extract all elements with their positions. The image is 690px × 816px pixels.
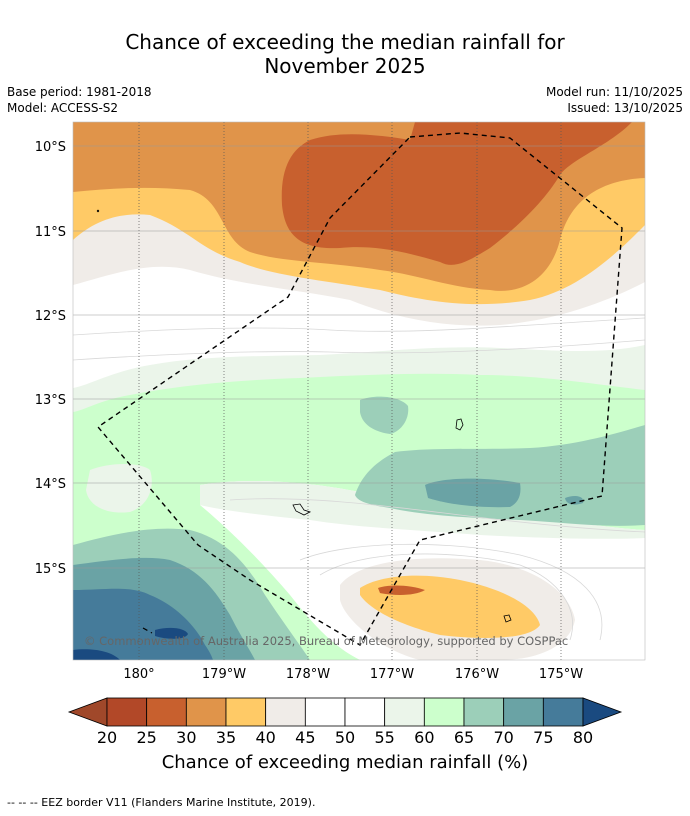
band-65-70-center — [360, 396, 409, 434]
meta-left: Base period: 1981-2018 Model: ACCESS-S2 — [7, 84, 152, 116]
model-name: Model: ACCESS-S2 — [7, 101, 119, 115]
colorbar-tick-label: 70 — [493, 728, 514, 747]
contour-5 — [319, 553, 573, 641]
lon-label: 177°W — [370, 667, 414, 682]
colorbar-segment — [542, 697, 584, 727]
colorbar-tick-label: 65 — [453, 728, 475, 747]
lat-labels: 10°S 11°S 12°S 13°S 14°S 15°S — [35, 140, 66, 577]
copyright-text: © Commonwealth of Australia 2025, Bureau… — [84, 634, 568, 648]
island-1 — [455, 418, 464, 431]
colorbar-tick-label: 80 — [572, 728, 594, 747]
contour-lines — [73, 317, 645, 641]
lat-label: 13°S — [35, 393, 66, 408]
colorbar — [67, 697, 623, 727]
base-period: Base period: 1981-2018 — [7, 85, 152, 99]
colorbar-segment — [106, 697, 148, 727]
lat-label: 12°S — [35, 309, 66, 324]
eez-border-fragment — [142, 627, 153, 634]
contour-2 — [73, 339, 645, 361]
issued-date: Issued: 13/10/2025 — [567, 101, 683, 115]
lat-label: 11°S — [35, 225, 66, 240]
band-75-80-sw — [73, 588, 213, 660]
footer-note: -- -- -- EEZ border V11 (Flanders Marine… — [7, 796, 316, 809]
colorbar-tick-label: 20 — [96, 728, 118, 747]
island-4 — [96, 209, 100, 213]
title-line-1: Chance of exceeding the median rainfall … — [125, 30, 565, 54]
colorbar-segment — [463, 697, 505, 727]
colorbar-tick-label: 50 — [334, 728, 356, 747]
colorbar-segment — [423, 697, 465, 727]
colorbar-title: Chance of exceeding median rainfall (%) — [161, 752, 529, 773]
band-80-sw — [73, 649, 120, 660]
eez-border — [96, 132, 623, 646]
lon-labels: 180° 179°W 178°W 177°W 176°W 175°W — [123, 667, 583, 682]
colorbar-segment — [185, 697, 227, 727]
island-3 — [503, 614, 512, 623]
title-line-2: November 2025 — [264, 54, 426, 78]
chart-title: Chance of exceeding the median rainfall … — [0, 30, 690, 78]
lon-label: 176°W — [455, 667, 499, 682]
colorbar-segment — [304, 697, 346, 727]
meta-right: Model run: 11/10/2025 Issued: 13/10/2025 — [546, 84, 683, 116]
lat-label: 14°S — [35, 477, 66, 492]
lon-label: 180° — [123, 667, 154, 682]
lon-label: 179°W — [202, 667, 246, 682]
contour-1 — [73, 317, 645, 336]
colorbar-segment — [503, 697, 544, 727]
colorbar-tick-label: 55 — [374, 728, 395, 747]
band-70-75-east-2 — [565, 495, 584, 505]
colorbar-tick-label: 40 — [255, 728, 276, 747]
band-55-60-west — [86, 464, 152, 513]
colorbar-segment — [265, 697, 306, 727]
colorbar-extend-high — [582, 697, 623, 727]
colorbar-segment — [344, 697, 386, 727]
band-40-45-west — [73, 225, 131, 261]
colorbar-tick-label: 30 — [176, 728, 197, 747]
map-fill-layers — [73, 122, 645, 660]
lat-label: 10°S — [35, 140, 66, 155]
lon-label: 178°W — [286, 667, 330, 682]
colorbar-segment — [225, 697, 267, 727]
colorbar-extend-low — [67, 697, 108, 727]
contour-3 — [229, 498, 645, 533]
colorbar-tick-label: 60 — [414, 728, 435, 747]
model-run: Model run: 11/10/2025 — [545, 85, 683, 99]
band-25-30 — [281, 122, 632, 265]
lon-label: 175°W — [539, 667, 583, 682]
lat-label: 15°S — [35, 562, 66, 577]
band-70-75-east — [425, 478, 521, 508]
gridlines-lat — [73, 145, 645, 569]
colorbar-segment — [384, 697, 425, 727]
islands — [96, 209, 512, 623]
contour-4 — [299, 543, 603, 641]
island-2 — [292, 503, 312, 516]
colorbar-tick-label: 35 — [215, 728, 237, 747]
band-80-sw-2 — [155, 627, 188, 639]
colorbar-tick-label: 25 — [136, 728, 157, 747]
colorbar-tick-label: 45 — [295, 728, 316, 747]
map-frame — [72, 121, 646, 661]
colorbar-segment — [146, 697, 187, 727]
colorbar-tick-label: 75 — [533, 728, 554, 747]
